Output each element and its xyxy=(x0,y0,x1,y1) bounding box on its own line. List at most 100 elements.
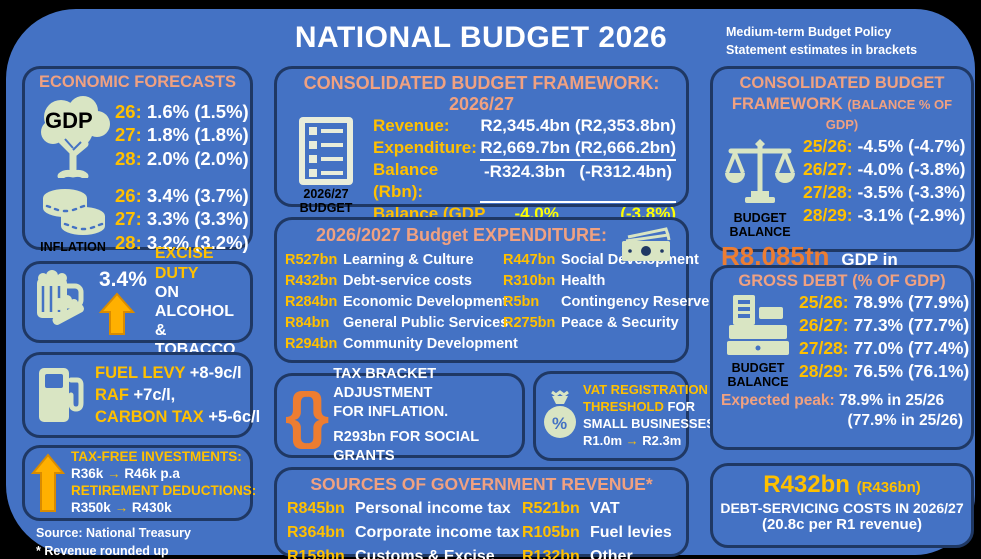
revenue-note-line: * Revenue rounded up xyxy=(36,543,169,558)
framework-title: CONSOLIDATED BUDGET FRAMEWORK: 2026/27 xyxy=(303,73,660,114)
balance-rbn-row: Balance (Rbn): -R324.3bn (-R312.4bn) xyxy=(373,159,676,204)
revenue-sources-title: SOURCES OF GOVERNMENT REVENUE* xyxy=(310,474,653,494)
register-caption1: BUDGET xyxy=(731,361,785,375)
debt-servicing-amount: R432bn (R436bn) xyxy=(763,471,921,498)
arrow-glyph: → xyxy=(114,499,129,515)
scale-caption1: BUDGET xyxy=(733,210,787,225)
inflation-row: 26: 3.4% (3.7%) xyxy=(115,185,249,207)
subtitle-line2: Statement estimates in brackets xyxy=(726,43,918,58)
raf-row: RAF +7c/l, xyxy=(95,385,176,404)
inflation-coins-icon: INFLATION xyxy=(31,184,115,254)
fuel-pump-icon xyxy=(33,362,87,428)
alcohol-tobacco-icon xyxy=(33,270,95,334)
debt-row: 25/26: 78.9% (77.9%) xyxy=(799,292,970,312)
panel-economic-forecasts: ECONOMIC FORECASTS GDP 26: 1.6% (1.5%) 2… xyxy=(22,66,253,254)
money-bag-icon: % xyxy=(540,388,580,444)
banknote-icon xyxy=(620,227,672,263)
panel-excise-duty: 3.4% EXCISE DUTY ON ALCOHOL & TOBACCO xyxy=(22,245,253,358)
gdp-label-text: GDP xyxy=(45,108,93,133)
debt-servicing-line2: DEBT-SERVICING COSTS IN 2026/27 xyxy=(720,500,964,517)
expenditure-title: 2026/2027 Budget EXPENDITURE: xyxy=(285,225,678,261)
inflation-label: INFLATION xyxy=(40,240,106,254)
tax-bracket-line1: TAX BRACKET ADJUSTMENT xyxy=(333,365,437,401)
retirement-title: RETIREMENT DEDUCTIONS: xyxy=(71,483,257,498)
expected-peak: Expected peak: 78.9% in 25/26 (77.9% in … xyxy=(721,392,963,430)
carbon-tax-row: CARBON TAX +5-6c/l xyxy=(95,408,261,427)
panel-revenue-sources: SOURCES OF GOVERNMENT REVENUE* R845bn Per… xyxy=(274,467,689,559)
gdp-row: 27: 1.8% (1.8%) xyxy=(115,124,249,146)
revenue-item: R521bn VAT xyxy=(522,500,620,517)
tax-free-title: TAX-FREE INVESTMENTS: xyxy=(71,449,242,465)
scale-caption2: BALANCE xyxy=(729,224,791,239)
panel-tax-free-investments: TAX-FREE INVESTMENTS: R36k → R46k p.a RE… xyxy=(22,445,257,521)
gdp-row: 26: 1.6% (1.5%) xyxy=(115,101,249,123)
balance-row: 26/27: -4.0% (-3.8%) xyxy=(803,158,966,179)
inflation-forecast-group: INFLATION 26: 3.4% (3.7%) 27: 3.3% (3.3%… xyxy=(31,184,249,254)
source-line: Source: National Treasury xyxy=(36,526,191,540)
expenditure-item: R284bn Economic Development xyxy=(285,294,508,311)
source-note: Source: National Treasury * Revenue roun… xyxy=(36,525,246,559)
tax-bracket-line2: FOR INFLATION. xyxy=(333,403,449,420)
vat-title-line2: THRESHOLD FOR xyxy=(583,399,695,415)
revenue-item: R364bn Corporate income tax xyxy=(287,524,520,541)
vat-line3: SMALL BUSINESSES: xyxy=(583,416,720,431)
social-grants-line: R293bn FOR SOCIAL GRANTS xyxy=(333,429,479,465)
revenue-row: Revenue: R2,345.4bn (R2,353.8bn) xyxy=(373,116,676,135)
revenue-right-column: R521bn VAT R105bn Fuel levies R132bn Other xyxy=(522,497,676,559)
panel-budget-expenditure: 2026/2027 Budget EXPENDITURE: R527bn Lear… xyxy=(274,217,709,363)
expenditure-row: Expenditure: R2,669.7bn (R2,666.2bn) xyxy=(373,138,676,158)
infographic-sheet: NATIONAL BUDGET 2026 Medium-term Budget … xyxy=(6,9,975,559)
vat-values: R1.0m → R2.3m xyxy=(583,432,682,448)
subtitle-line1: Medium-term Budget Policy xyxy=(726,25,892,39)
panel-balance-gdp: CONSOLIDATED BUDGET FRAMEWORK (BALANCE %… xyxy=(710,66,974,289)
gdp-tree-icon: GDP xyxy=(31,92,115,178)
revenue-item: R132bn Other xyxy=(522,548,633,559)
excise-title: EXCISE DUTY xyxy=(154,245,214,282)
gdp-forecast-group: GDP 26: 1.6% (1.5%) 27: 1.8% (1.8%) 28: … xyxy=(31,92,249,178)
gdp-forecast-rows: 26: 1.6% (1.5%) 27: 1.8% (1.8%) 28: 2.0%… xyxy=(115,100,249,169)
expenditure-item: R432bn Debt-service costs xyxy=(285,273,472,290)
debt-row: 27/28: 77.0% (77.4%) xyxy=(799,338,970,359)
subtitle-note: Medium-term Budget Policy Statement esti… xyxy=(726,23,956,59)
curly-braces-icon: {} xyxy=(285,380,329,450)
svg-text:%: % xyxy=(552,414,567,433)
panel-tax-bracket: {} TAX BRACKET ADJUSTMENT FOR INFLATION.… xyxy=(274,366,525,464)
balance-row: 28/29: -3.1% (-2.9%) xyxy=(803,205,966,226)
panel-vat-threshold: % VAT REGISTRATION THRESHOLD FOR SMALL B… xyxy=(533,371,719,461)
excise-line2: ON ALCOHOL xyxy=(154,283,234,320)
balance-row: 25/26: -4.5% (-4.7%) xyxy=(803,135,966,156)
panel-budget-framework: CONSOLIDATED BUDGET FRAMEWORK: 2026/27 2 xyxy=(274,66,689,245)
panel-debt-servicing: R432bn (R436bn) DEBT-SERVICING COSTS IN … xyxy=(710,463,974,548)
gross-debt-title: GROSS DEBT (% OF GDP) xyxy=(738,272,946,290)
debt-row: 28/29: 76.5% (76.1%) xyxy=(799,361,970,382)
debt-row: 26/27: 77.3% (77.7%) xyxy=(799,315,970,336)
panel-gross-debt: GROSS DEBT (% OF GDP) BUDGET BALANCE xyxy=(710,265,974,450)
excise-percent: 3.4% xyxy=(99,268,147,291)
economic-forecasts-title: ECONOMIC FORECASTS xyxy=(38,73,237,91)
expenditure-item: R5bn Contingency Reserve xyxy=(503,294,710,311)
panel-fuel-levy: FUEL LEVY +8-9c/l RAF +7c/l, CARBON TAX … xyxy=(22,352,260,438)
revenue-item: R105bn Fuel levies xyxy=(522,524,672,541)
expenditure-item: R294bn Community Development xyxy=(285,336,518,353)
expenditure-item: R84bn General Public Services xyxy=(285,315,509,332)
expenditure-left-column: R527bn Learning & Culture R432bn Debt-serv… xyxy=(285,250,518,355)
revenue-item: R845bn Personal income tax xyxy=(287,500,511,517)
inflation-row: 27: 3.3% (3.3%) xyxy=(115,208,249,230)
scale-icon: BUDGET BALANCE xyxy=(721,135,799,239)
expenditure-item: R275bn Peace & Security xyxy=(503,315,679,332)
vat-title-line1: VAT REGISTRATION xyxy=(583,382,708,398)
gdp-row: 28: 2.0% (2.0%) xyxy=(115,147,249,169)
arrow-glyph: → xyxy=(625,432,639,448)
inflation-row: 28: 3.2% (3.2%) xyxy=(115,231,249,253)
up-arrow-icon xyxy=(99,292,147,336)
budget-checklist-icon: 2026/27 BUDGET xyxy=(287,115,365,248)
up-arrow-icon xyxy=(31,453,65,513)
debt-servicing-line3: (20.8c per R1 revenue) xyxy=(761,516,923,534)
budget-icon-caption1: 2026/27 xyxy=(303,187,349,201)
expenditure-item: R527bn Learning & Culture xyxy=(285,252,474,268)
arrow-glyph: → xyxy=(107,466,121,482)
balance-gdp-title: CONSOLIDATED BUDGET FRAMEWORK (BALANCE %… xyxy=(731,74,953,133)
